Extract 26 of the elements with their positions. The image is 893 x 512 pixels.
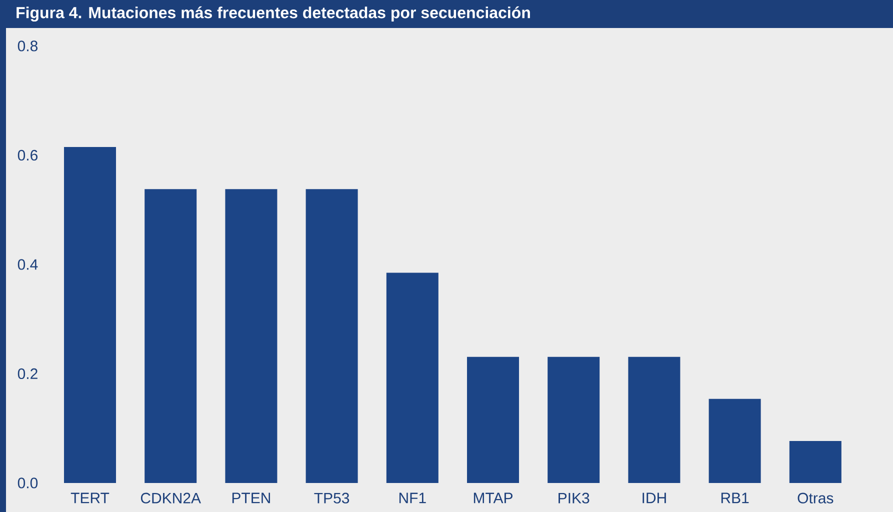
y-tick-label: 0.8 <box>18 40 38 52</box>
bar <box>144 189 197 483</box>
x-tick-label: RB1 <box>721 492 749 504</box>
x-tick-label: Otras <box>798 492 834 504</box>
x-tick-label: TP53 <box>314 492 350 504</box>
y-tick-label: 0.0 <box>18 478 38 488</box>
bar <box>548 356 600 483</box>
x-tick-label: PTEN <box>232 492 270 504</box>
bar <box>789 440 842 483</box>
bar <box>64 147 116 483</box>
y-tick-label: 0.2 <box>18 368 38 380</box>
x-tick-label: IDH <box>642 492 666 504</box>
y-tick-label: 0.6 <box>18 150 38 161</box>
bar <box>467 356 520 483</box>
bar <box>628 356 680 483</box>
x-tick-label: MTAP <box>474 492 512 504</box>
bar <box>708 398 761 483</box>
bar <box>225 189 278 483</box>
x-tick-label: NF1 <box>399 492 426 504</box>
y-tick-label: 0.4 <box>18 259 38 270</box>
x-tick-label: PIK3 <box>558 492 590 504</box>
x-tick-label: CDKN2A <box>140 492 201 504</box>
chart-title: Figura 4. Mutaciones más frecuentes detectadas por secuenciación <box>16 6 530 22</box>
bar <box>386 272 438 483</box>
x-tick-label: TERT <box>70 492 110 504</box>
bar <box>306 189 358 483</box>
